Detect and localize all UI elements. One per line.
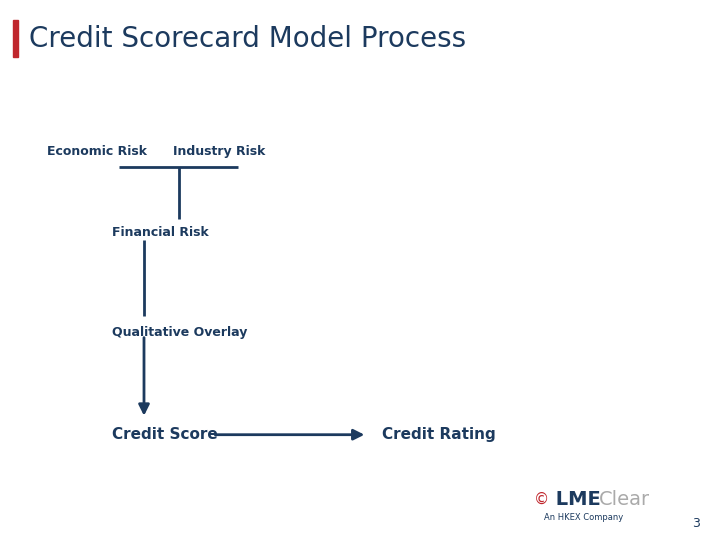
Text: An HKEX Company: An HKEX Company: [544, 513, 623, 522]
Text: Industry Risk: Industry Risk: [173, 145, 265, 158]
Text: ©: ©: [534, 492, 549, 507]
Text: Financial Risk: Financial Risk: [112, 226, 208, 239]
Text: 3: 3: [692, 517, 700, 530]
Text: Clear: Clear: [599, 490, 650, 509]
Text: Credit Rating: Credit Rating: [382, 427, 495, 442]
Text: LME: LME: [549, 490, 600, 509]
Bar: [13, 20, 18, 57]
Text: Credit Score: Credit Score: [112, 427, 217, 442]
Text: Economic Risk: Economic Risk: [47, 145, 147, 158]
Text: Credit Scorecard Model Process: Credit Scorecard Model Process: [29, 25, 466, 53]
Text: Qualitative Overlay: Qualitative Overlay: [112, 326, 247, 339]
